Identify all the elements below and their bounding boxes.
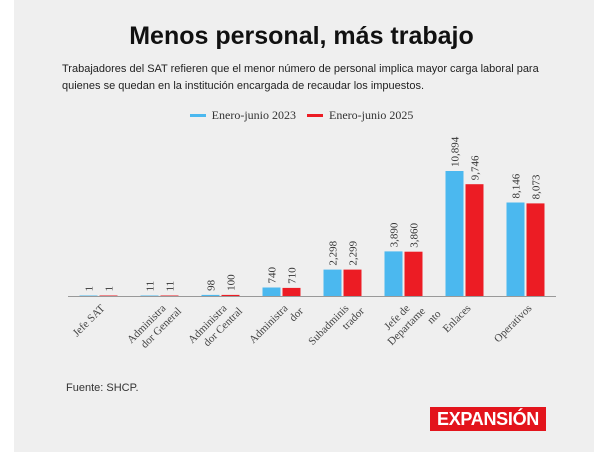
value-label-2023-7: 8,146 [511, 173, 523, 198]
value-label-2023-3: 740 [267, 267, 279, 284]
bars-group [79, 171, 545, 296]
bar-2023-0 [79, 295, 98, 296]
category-labels-group: Jefe SAT Administrador General Administrad… [71, 289, 535, 357]
bar-2023-1 [140, 295, 159, 296]
bar-2023-6 [445, 171, 464, 296]
value-label-2025-4: 2,299 [348, 240, 360, 265]
bar-2025-5 [404, 251, 423, 296]
legend: Enero-junio 2023 Enero-junio 2025 [0, 106, 603, 123]
chart-subtitle: Trabajadores del SAT refieren que el men… [62, 63, 539, 92]
legend-swatch-2025 [307, 114, 323, 117]
bar-2023-4 [323, 269, 342, 296]
value-label-2023-1: 11 [145, 281, 157, 292]
bar-2025-7 [526, 203, 545, 296]
value-label-2025-1: 11 [165, 281, 177, 292]
bar-2023-5 [384, 251, 403, 296]
category-label-0: Jefe SAT [71, 302, 108, 339]
legend-item-2023[interactable]: Enero-junio 2023 [189, 108, 296, 123]
bar-2023-2 [201, 294, 220, 296]
value-label-2025-7: 8,073 [531, 174, 543, 199]
category-label-7: Operativos [492, 302, 535, 345]
chart-title: Menos personal, más trabajo [129, 22, 474, 50]
value-label-2023-4: 2,298 [328, 240, 340, 265]
bar-2025-0 [99, 295, 118, 296]
value-label-2025-0: 1 [104, 286, 116, 292]
value-label-2025-3: 710 [287, 267, 299, 284]
bar-2025-6 [465, 184, 484, 296]
category-label-line: dor [287, 305, 306, 324]
legend-item-2025[interactable]: Enero-junio 2025 [307, 108, 413, 123]
category-label-line: Jefe SAT [71, 302, 108, 339]
bar-2025-3 [282, 287, 301, 296]
bar-2023-7 [506, 202, 525, 296]
category-label-line: Operativos [492, 302, 535, 345]
bar-2025-4 [343, 269, 362, 296]
category-label-3: Administrador [247, 296, 306, 355]
bar-2025-2 [221, 294, 240, 296]
chart-panel [14, 0, 594, 452]
bar-2023-3 [262, 287, 281, 296]
source-note: Fuente: SHCP. [66, 382, 139, 394]
legend-label-2023: Enero-junio 2023 [211, 108, 296, 122]
value-label-2023-5: 3,890 [389, 222, 401, 247]
category-label-line: Administra [247, 302, 291, 346]
value-label-2023-0: 1 [84, 286, 96, 292]
expansion-logo: EXPANSIÓN [430, 407, 546, 431]
category-label-6: Enlaces [441, 302, 474, 335]
value-label-2023-6: 10,894 [450, 136, 462, 167]
legend-label-2025: Enero-junio 2025 [329, 108, 414, 122]
legend-swatch-2023 [189, 114, 206, 117]
category-label-line: Enlaces [441, 302, 474, 335]
category-label-2: Administrador Central [186, 296, 245, 355]
category-label-5: Jefe deDepartamento [376, 289, 444, 357]
value-label-2025-2: 100 [226, 274, 238, 291]
value-label-2025-5: 3,860 [409, 222, 421, 247]
bar-2025-1 [160, 295, 179, 296]
category-label-1: Administrador General [125, 296, 184, 355]
category-label-line: nto [425, 308, 444, 327]
category-label-4: Subadministrador [306, 296, 367, 357]
value-label-2025-6: 9,746 [470, 155, 482, 180]
value-label-2023-2: 98 [206, 279, 218, 291]
